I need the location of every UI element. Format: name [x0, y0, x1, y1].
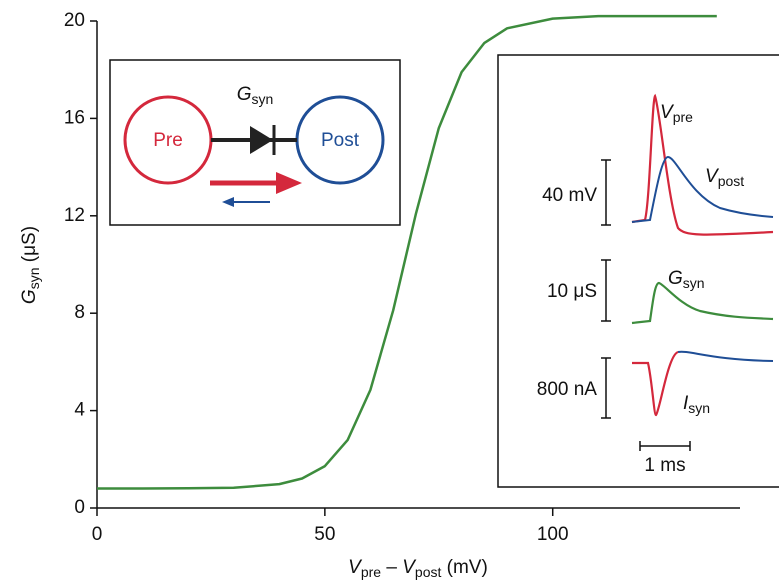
y-tick-label: 0 — [74, 497, 85, 518]
symbol: I — [683, 393, 689, 414]
x-tick-label: 50 — [314, 524, 335, 545]
g-syn-label: Gsyn — [668, 268, 705, 291]
y-label-subscript: syn — [26, 267, 42, 289]
x-label-unit: (mV) — [441, 557, 487, 578]
subscript: syn — [683, 275, 705, 291]
time-scale-label: 1 ms — [644, 455, 685, 476]
v-pre-trace — [631, 93, 774, 236]
subscript: syn — [251, 91, 273, 107]
subscript: post — [718, 173, 745, 189]
subscript: syn — [688, 400, 710, 416]
x-axis-label: Vpre – Vpost (mV) — [348, 557, 488, 580]
symbol: V — [705, 166, 720, 187]
post-label: Post — [321, 130, 360, 151]
y-axis-label: Gsyn (μS) — [19, 226, 42, 304]
conductance-scale-label: 10 μS — [547, 281, 597, 302]
x-label-subscript: pre — [361, 564, 381, 580]
current-scale-label: 800 nA — [537, 379, 598, 400]
symbol: G — [668, 268, 683, 289]
conductance-label: Gsyn — [237, 84, 274, 107]
y-tick-label: 4 — [74, 400, 85, 421]
time-scale-bar — [639, 441, 691, 451]
y-tick-label: 16 — [64, 107, 85, 128]
data-line — [97, 14, 717, 490]
x-tick-label: 100 — [537, 524, 569, 545]
inset-frame — [497, 54, 779, 488]
voltage-scale-label: 40 mV — [542, 185, 597, 206]
x-tick-label: 0 — [92, 524, 103, 545]
subscript: pre — [673, 109, 693, 125]
axes — [96, 21, 740, 509]
symbol: G — [237, 84, 252, 105]
y-label-unit: (μS) — [19, 226, 40, 268]
conductance-scale-bar — [601, 259, 611, 322]
symbol: V — [660, 102, 675, 123]
v-post-label: Vpost — [705, 166, 744, 189]
y-tick-label: 8 — [74, 302, 85, 323]
reverse-arrowhead — [222, 197, 234, 207]
circuit-diagram: Pre Post Gsyn — [109, 59, 401, 226]
x-label-symbol: V — [348, 557, 363, 578]
trace-inset: 40 mV 10 μS 800 nA 1 ms Vpre Vpost Gsyn … — [497, 54, 779, 488]
y-label-symbol: G — [19, 289, 40, 304]
y-tick-label: 12 — [64, 205, 85, 226]
diode — [250, 126, 273, 154]
forward-arrowhead — [276, 172, 302, 194]
x-label-symbol: V — [402, 557, 417, 578]
g-syn-trace — [631, 281, 774, 325]
x-label-operator: – — [381, 557, 402, 578]
v-pre-label: Vpre — [660, 102, 693, 125]
voltage-scale-bar — [601, 159, 611, 226]
i-syn-label: Isyn — [683, 393, 710, 416]
y-tick-label: 20 — [64, 10, 85, 31]
current-scale-bar — [601, 357, 611, 419]
pre-label: Pre — [153, 130, 183, 151]
v-post-trace — [631, 155, 774, 223]
i-syn-inward — [632, 350, 679, 417]
i-syn-outward — [677, 350, 774, 362]
x-label-subscript: post — [415, 564, 442, 580]
